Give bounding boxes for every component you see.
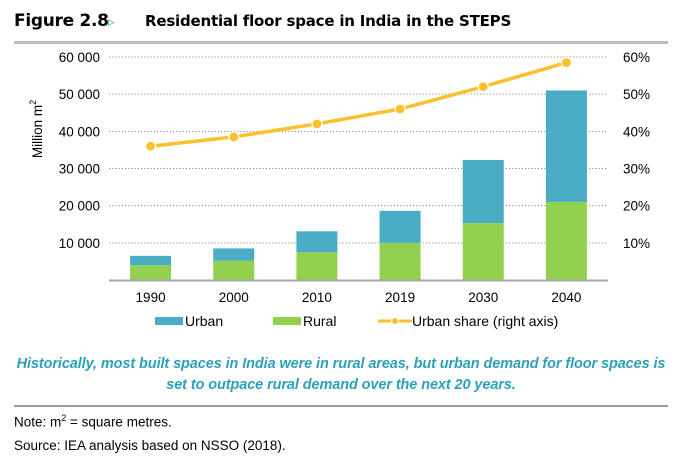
bar-rural-1990	[130, 265, 172, 280]
urban-share-point-2030	[477, 81, 489, 93]
figure-label: Figure 2.8	[14, 11, 109, 31]
bar-rural-2040	[545, 201, 587, 280]
y-tick-label: 30 000	[59, 162, 100, 177]
legend-item-urban: Urban	[155, 313, 223, 329]
urban-share-point-2010	[311, 118, 323, 130]
floor-space-chart: 10 000 20 000 30 000 40 000 50 000 60 000 10%…	[28, 50, 650, 305]
x-axis-ticks: 1990 2000 2010 2019 2030 2040	[136, 290, 582, 305]
urban-share-point-1990	[144, 140, 157, 152]
legend-label-urban-share: Urban share (right axis)	[412, 313, 559, 329]
left-axis-ticks: 10 000 20 000 30 000 40 000 50 000 60 000	[59, 50, 100, 251]
y2-tick-label: 30%	[623, 162, 650, 177]
divider	[14, 405, 668, 407]
y2-tick-label: 50%	[623, 87, 650, 102]
right-axis-ticks: 10% 20% 30% 40% 50% 60%	[623, 50, 650, 251]
bar-urban-2000	[213, 248, 255, 261]
y-tick-label: 50 000	[59, 87, 100, 102]
bar-urban-2019	[379, 210, 421, 243]
rural-swatch	[273, 317, 301, 326]
x-tick-label: 2030	[468, 290, 498, 305]
bar-urban-2010	[296, 231, 338, 253]
legend-item-urban-share: Urban share (right axis)	[378, 313, 558, 329]
bar-rural-2000	[213, 260, 255, 280]
urban-share-point-2040	[560, 56, 573, 69]
x-tick-label: 1990	[136, 290, 166, 305]
bar-rural-2019	[379, 242, 421, 280]
bars	[130, 90, 587, 280]
y2-tick-label: 60%	[623, 50, 650, 65]
note: Note: m2 = square metres.	[14, 413, 172, 430]
y2-tick-label: 10%	[623, 236, 650, 251]
y2-tick-label: 40%	[623, 124, 650, 139]
legend-label-rural: Rural	[303, 313, 337, 329]
gridlines	[109, 56, 608, 244]
bar-urban-2040	[545, 90, 587, 202]
x-tick-label: 2000	[219, 290, 249, 305]
legend-label-urban: Urban	[185, 313, 224, 329]
y-tick-label: 40 000	[59, 124, 100, 139]
x-tick-label: 2019	[385, 290, 415, 305]
urban-share-polyline	[150, 60, 567, 148]
x-tick-label: 2010	[302, 290, 332, 305]
bar-urban-2030	[462, 159, 504, 224]
figure-header: Figure 2.8 ▹ Residential floor space in …	[14, 9, 668, 44]
legend-item-rural: Rural	[273, 313, 336, 329]
line-marker-swatch	[378, 317, 412, 326]
urban-swatch	[155, 317, 183, 326]
figure-title: Residential floor space in India in the …	[145, 12, 512, 30]
x-tick-label: 2040	[551, 290, 581, 305]
urban-share-point-2019	[394, 103, 406, 115]
urban-share-line	[144, 56, 573, 152]
bar-rural-2030	[462, 223, 504, 280]
y-axis-label: Million m2	[28, 100, 45, 158]
urban-share-point-2000	[228, 131, 240, 143]
y-tick-label: 20 000	[59, 199, 100, 214]
triangle-right-icon: ▹	[108, 14, 115, 29]
y-tick-label: 10 000	[59, 236, 100, 251]
source: Source: IEA analysis based on NSSO (2018…	[14, 438, 286, 453]
y-tick-label: 60 000	[59, 50, 100, 65]
y2-tick-label: 20%	[623, 199, 650, 214]
figure-caption: Historically, most built spaces in India…	[16, 356, 666, 393]
bar-urban-1990	[130, 255, 172, 266]
bar-rural-2010	[296, 252, 338, 280]
